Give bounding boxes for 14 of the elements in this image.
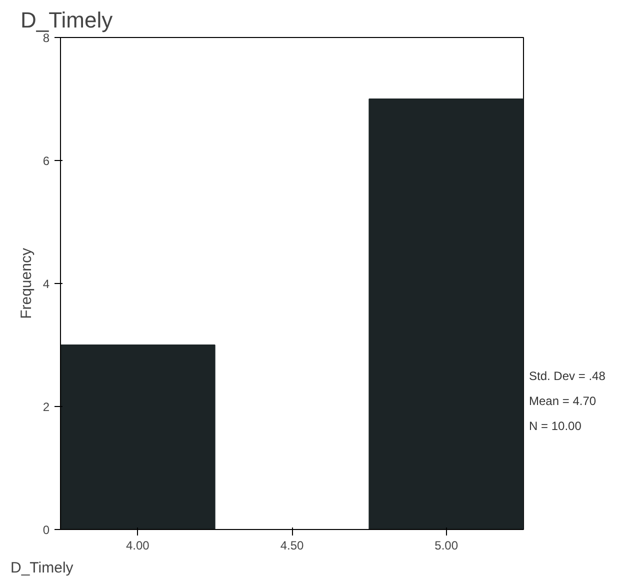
x-tick-label: 5.00: [434, 538, 458, 552]
y-axis-title: Frequency: [18, 248, 35, 319]
x-axis-title: D_Timely: [10, 560, 74, 576]
text: Std. Dev = .48: [529, 368, 606, 385]
chart-title: D_Timely: [20, 8, 113, 32]
x-tick-label: 4.00: [126, 538, 150, 552]
text: N = 10.00: [529, 418, 582, 435]
x-tick-label: 4.50: [280, 538, 304, 552]
y-tick-label: 4: [42, 277, 50, 291]
y-tick-label: 0: [42, 523, 50, 537]
text: Mean = 4.70: [529, 393, 598, 410]
y-tick-label: 8: [42, 31, 50, 45]
y-tick-label: 6: [42, 154, 50, 168]
y-tick-label: 2: [42, 400, 50, 414]
